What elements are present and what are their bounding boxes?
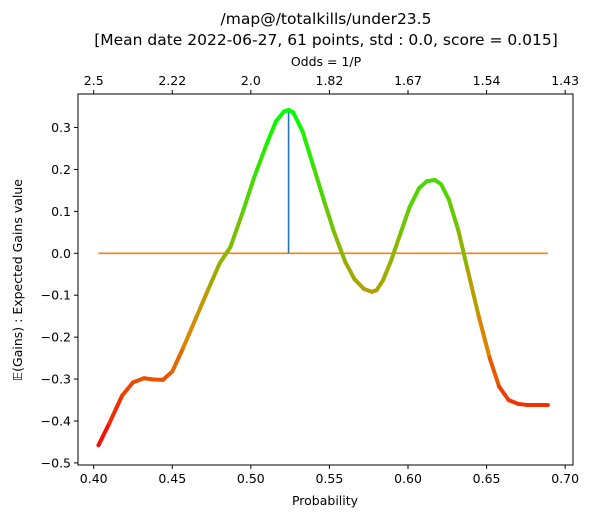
series-segment [311, 165, 327, 205]
top-tick-label: 2.22 [158, 73, 186, 88]
series-segment [380, 259, 393, 283]
series-layer [96, 107, 550, 448]
series-segment [241, 175, 256, 214]
top-tick-label: 1.67 [394, 73, 422, 88]
x-axis: 0.40 0.45 0.50 0.55 0.60 0.65 0.70 [80, 465, 579, 486]
series-segment [228, 209, 245, 250]
plot-area [77, 93, 574, 466]
x-tick-label: 0.40 [80, 471, 108, 486]
series-segment [332, 230, 348, 264]
series-segment [465, 268, 481, 319]
top-odds-axis: 2.5 2.22 2.0 1.82 1.67 1.54 1.43 [84, 73, 579, 94]
y-tick-label: 0.3 [51, 120, 71, 135]
series-segment [291, 110, 305, 134]
series-segment [170, 345, 186, 374]
y-tick-label: 0.1 [51, 204, 71, 219]
series-segment [264, 119, 278, 147]
top-tick-label: 1.82 [316, 73, 344, 88]
series-segment [252, 142, 269, 180]
y-axis: −0.5 −0.4 −0.3 −0.2 −0.1 0.0 0.1 0.2 0.3 [41, 120, 78, 470]
series-segment [446, 197, 461, 233]
y-tick-label: −0.1 [41, 288, 71, 303]
series-segment [107, 393, 124, 426]
series-segment [120, 380, 135, 398]
series-segment [193, 286, 211, 321]
series-segment [352, 277, 366, 291]
chart-title: /map@/totalkills/under23.5 [221, 10, 432, 28]
series-segment [300, 129, 316, 170]
series-segment [398, 205, 412, 237]
top-tick-label: 2.5 [84, 73, 104, 88]
x-tick-label: 0.70 [551, 471, 579, 486]
x-axis-label: Probability [292, 493, 359, 508]
series-segment [160, 369, 175, 382]
series-segment [322, 200, 337, 235]
x-tick-label: 0.55 [316, 471, 344, 486]
x-tick-label: 0.50 [237, 471, 265, 486]
y-tick-label: −0.2 [41, 330, 71, 345]
y-tick-label: −0.5 [41, 455, 71, 470]
y-tick-label: −0.4 [41, 413, 71, 428]
series-segment [343, 259, 357, 282]
y-tick-label: −0.3 [41, 372, 71, 387]
series-segment [206, 261, 222, 291]
top-tick-label: 2.0 [241, 73, 261, 88]
plot-frame [78, 94, 573, 465]
chart-subtitle: [Mean date 2022-06-27, 61 points, std : … [94, 31, 558, 49]
y-tick-label: 0.0 [51, 246, 71, 261]
x-tick-label: 0.45 [158, 471, 186, 486]
series-segment [497, 384, 511, 403]
series-segment [274, 109, 286, 124]
series-segment [456, 228, 470, 273]
series-segment [487, 356, 502, 389]
series-segment [476, 314, 492, 361]
top-tick-label: 1.54 [473, 73, 501, 88]
x-tick-label: 0.60 [394, 471, 422, 486]
plot-border [77, 93, 574, 466]
x-tick-label: 0.65 [473, 471, 501, 486]
series-segment [217, 245, 233, 266]
y-tick-label: 0.2 [51, 162, 71, 177]
series-segment [96, 421, 112, 448]
top-axis-label: Odds = 1/P [291, 54, 362, 69]
top-tick-label: 1.43 [551, 73, 579, 88]
series-segment [388, 232, 403, 264]
y-axis-label: 𝔼(Gains) : Expected Gains value [10, 179, 25, 381]
series-segment [181, 316, 198, 350]
series-segment [407, 186, 421, 210]
series-segment [439, 182, 451, 202]
